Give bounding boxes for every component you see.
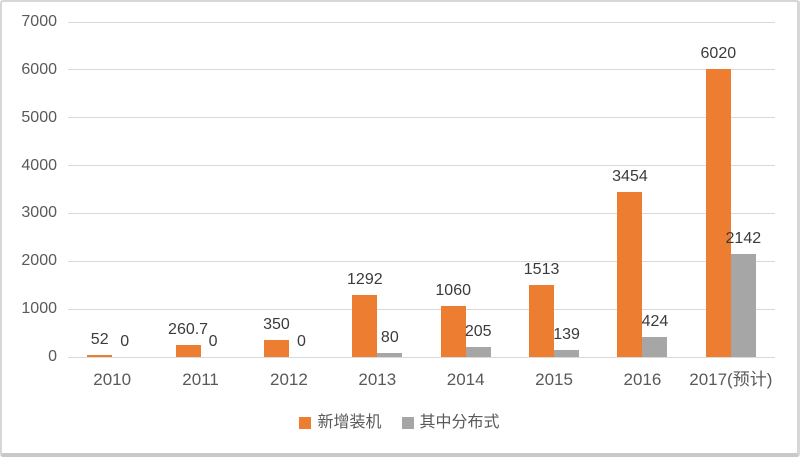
y-tick-label-4000: 4000 (21, 156, 57, 174)
bar-其中分布式-2015 (554, 350, 580, 357)
x-tick-label-2010: 2010 (93, 370, 132, 389)
bar-label-其中分布式-2015: 139 (553, 326, 580, 344)
bar-新增装机-2012 (263, 340, 289, 357)
y-tick-label-0: 0 (48, 348, 57, 365)
bar-label-新增装机-2015: 1513 (523, 260, 560, 278)
bar-新增装机-2010 (87, 354, 113, 357)
grid-line-7000 (68, 21, 775, 23)
bar-其中分布式-2016 (642, 336, 668, 357)
bar-新增装机-2015 (529, 284, 555, 357)
bar-label-其中分布式-2017(预计): 2142 (725, 230, 762, 248)
legend: 新增装机 其中分布式 (2, 414, 797, 432)
legend-swatch-orange (299, 417, 312, 429)
bar-新增装机-2011 (175, 344, 201, 357)
x-tick-label-2014: 2014 (446, 370, 485, 389)
legend-label-series-1: 其中分布式 (419, 414, 500, 431)
legend-label-series-0: 新增装机 (317, 414, 382, 431)
bar-label-其中分布式-2010: 0 (120, 333, 130, 350)
legend-item-series-0: 新增装机 (299, 414, 382, 432)
x-tick-label-2013: 2013 (358, 370, 397, 389)
bar-新增装机-2013 (352, 295, 378, 357)
bar-其中分布式-2013 (377, 353, 403, 357)
bar-label-新增装机-2011: 260.7 (168, 320, 209, 338)
bar-新增装机-2017(预计) (705, 68, 731, 357)
grid-line-0 (68, 356, 775, 358)
bar-label-新增装机-2014: 1060 (435, 282, 471, 300)
bar-其中分布式-2014 (465, 347, 491, 357)
x-tick-label-2015: 2015 (535, 370, 573, 389)
bar-其中分布式-2017(预计) (730, 254, 756, 357)
y-tick-label-3000: 3000 (21, 204, 57, 222)
bar-label-其中分布式-2016: 424 (641, 312, 669, 330)
x-tick-label-2017(预计): 2017(预计) (689, 370, 773, 389)
bar-新增装机-2016 (617, 191, 643, 357)
grid-line-4000 (68, 165, 775, 167)
bar-label-新增装机-2010: 52 (90, 330, 109, 348)
bar-label-新增装机-2013: 1292 (347, 271, 383, 289)
y-tick-label-5000: 5000 (21, 108, 57, 126)
grid-line-3000 (68, 212, 775, 214)
x-tick-label-2011: 2011 (182, 370, 219, 389)
legend-item-series-1: 其中分布式 (401, 414, 500, 432)
y-tick-label-7000: 7000 (21, 13, 57, 30)
bar-label-其中分布式-2011: 0 (208, 333, 218, 350)
bar-label-新增装机-2017(预计): 6020 (700, 44, 737, 62)
bar-label-其中分布式-2014: 205 (464, 323, 492, 341)
grid-line-5000 (68, 117, 775, 119)
y-tick-label-6000: 6000 (21, 60, 57, 78)
bar-label-新增装机-2012: 350 (263, 316, 290, 334)
bar-label-新增装机-2016: 3454 (612, 167, 648, 185)
y-tick-label-2000: 2000 (21, 252, 57, 270)
grid-line-2000 (68, 260, 775, 262)
x-tick-label-2012: 2012 (270, 370, 308, 389)
grid-line-1000 (68, 308, 775, 310)
legend-swatch-gray (401, 417, 414, 429)
bar-新增装机-2014 (440, 306, 466, 357)
y-tick-label-1000: 1000 (21, 300, 57, 318)
bar-label-其中分布式-2013: 80 (380, 329, 399, 347)
x-tick-label-2016: 2016 (623, 370, 662, 389)
bar-label-其中分布式-2012: 0 (296, 333, 306, 350)
grid-line-6000 (68, 69, 775, 71)
